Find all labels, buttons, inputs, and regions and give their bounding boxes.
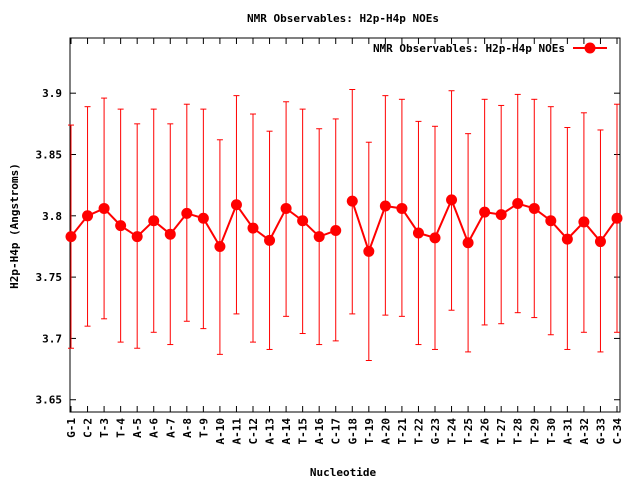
- x-tick-label: C-17: [330, 418, 343, 445]
- x-tick-label: T-28: [512, 418, 525, 445]
- chart-title: NMR Observables: H2p-H4p NOEs: [247, 12, 439, 25]
- x-tick-label: A-32: [578, 418, 591, 445]
- data-point: [115, 220, 127, 232]
- x-tick-label: A-13: [264, 418, 277, 445]
- x-axis-label: Nucleotide: [310, 466, 377, 479]
- legend-label: NMR Observables: H2p-H4p NOEs: [373, 42, 565, 55]
- x-tick-label: T-21: [396, 418, 409, 445]
- x-tick-label: A-5: [131, 418, 144, 438]
- data-point: [561, 233, 573, 245]
- data-point: [528, 202, 540, 214]
- data-point: [214, 240, 226, 252]
- data-point: [181, 207, 193, 219]
- y-tick-label: 3.9: [42, 87, 62, 100]
- x-tick-label: T-9: [197, 418, 210, 438]
- x-tick-label: G-1: [65, 418, 78, 438]
- x-tick-label: T-25: [462, 418, 475, 445]
- plot-frame: [69, 37, 621, 413]
- y-tick-label: 3.75: [36, 271, 63, 284]
- x-tick-label: T-24: [446, 418, 459, 445]
- data-point: [264, 234, 276, 246]
- data-point: [98, 202, 110, 214]
- x-tick-label: A-7: [164, 418, 177, 438]
- x-tick-label: A-31: [561, 418, 574, 445]
- data-point: [512, 198, 524, 210]
- x-tick-label: G-23: [429, 418, 442, 445]
- x-tick-label: C-2: [82, 418, 95, 438]
- x-tick-label: A-8: [181, 418, 194, 438]
- data-point: [462, 237, 474, 249]
- data-point: [197, 212, 209, 224]
- x-tick-label: G-33: [594, 418, 607, 445]
- data-point: [280, 202, 292, 214]
- y-tick-label: 3.65: [36, 394, 63, 407]
- data-point: [479, 206, 491, 218]
- y-tick-label: 3.8: [42, 210, 62, 223]
- data-point: [578, 216, 590, 228]
- x-tick-label: T-29: [528, 418, 541, 445]
- x-tick-label: T-19: [363, 418, 376, 445]
- data-point: [611, 212, 623, 224]
- x-tick-label: C-34: [611, 418, 624, 445]
- x-tick-label: T-4: [115, 418, 128, 438]
- x-tick-label: T-15: [297, 418, 310, 445]
- data-point: [412, 227, 424, 239]
- data-point: [297, 215, 309, 227]
- x-tick-label: C-12: [247, 418, 260, 445]
- y-tick-label: 3.7: [42, 332, 62, 345]
- x-tick-label: A-26: [479, 418, 492, 445]
- data-point: [164, 228, 176, 240]
- data-point: [379, 200, 391, 212]
- x-tick-label: A-10: [214, 418, 227, 445]
- data-point: [148, 215, 160, 227]
- data-point: [247, 222, 259, 234]
- x-tick-label: A-14: [280, 418, 293, 445]
- data-point: [363, 245, 375, 257]
- data-point: [65, 231, 77, 243]
- x-tick-label: G-18: [346, 418, 359, 445]
- data-point: [545, 215, 557, 227]
- x-tick-label: A-6: [148, 418, 161, 438]
- data-point: [82, 210, 94, 222]
- x-tick-label: T-3: [98, 418, 111, 438]
- data-point: [131, 231, 143, 243]
- x-tick-label: T-30: [545, 418, 558, 445]
- x-tick-label: A-20: [379, 418, 392, 445]
- x-tick-label: A-16: [313, 418, 326, 445]
- x-tick-label: T-22: [412, 418, 425, 445]
- x-tick-label: A-11: [230, 418, 243, 445]
- legend-marker: [584, 42, 596, 54]
- data-point: [446, 194, 458, 206]
- data-point: [313, 231, 325, 243]
- data-point: [495, 209, 507, 221]
- data-point: [230, 199, 242, 211]
- plot-area: 3.653.73.753.83.853.9G-1 C-2 T-3 T-4 A-5 A-6 A…: [36, 37, 624, 445]
- legend: NMR Observables: H2p-H4p NOEs: [373, 42, 607, 55]
- data-point: [330, 225, 342, 237]
- data-point: [429, 232, 441, 244]
- y-axis-label: H2p-H4p (Angstroms): [8, 163, 21, 289]
- data-point: [346, 195, 358, 207]
- x-tick-label: T-27: [495, 418, 508, 445]
- y-tick-label: 3.85: [36, 148, 63, 161]
- data-point: [396, 202, 408, 214]
- data-point: [594, 236, 606, 248]
